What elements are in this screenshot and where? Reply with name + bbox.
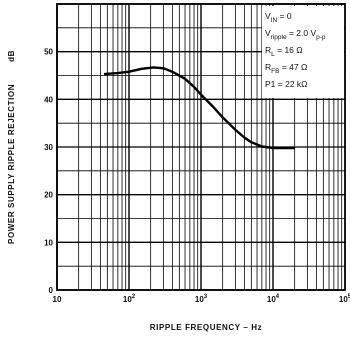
x-tick-label: 105 xyxy=(339,294,350,304)
y-tick-label: 10 xyxy=(44,238,53,247)
condition-line: RL = 16 Ω xyxy=(265,45,303,58)
x-axis-label: RIPPLE FREQUENCY – Hz xyxy=(150,323,262,332)
y-tick-label: 40 xyxy=(44,95,53,104)
series-layer xyxy=(103,66,295,150)
x-tick-label: 10 xyxy=(53,295,62,304)
x-tick-label: 104 xyxy=(267,294,280,304)
condition-line: P1 = 22 kΩ xyxy=(265,79,308,89)
y-tick-labels: 0 10 20 30 40 50 xyxy=(44,48,53,295)
condition-line: VIN = 0 xyxy=(265,11,292,24)
condition-line: Vripple = 2.0 Vp-p xyxy=(265,28,326,41)
conditions-legend: VIN = 0 Vripple = 2.0 Vp-p RL = 16 Ω RFB = … xyxy=(265,11,326,89)
condition-line: RFB = 47 Ω xyxy=(265,62,307,75)
plot-frame xyxy=(56,3,346,291)
conditions-box-background xyxy=(262,6,344,98)
x-tick-label: 103 xyxy=(195,294,208,304)
y-tick-label: 20 xyxy=(44,191,53,200)
y-axis-label: POWER SUPPLY RIPPLE REJECTIONdB xyxy=(7,50,16,244)
y-tick-label: 30 xyxy=(44,143,53,152)
series-line xyxy=(103,66,295,150)
y-tick-label: 0 xyxy=(49,286,54,295)
x-tick-label: 102 xyxy=(123,294,136,304)
x-tick-labels: 10 102 103 104 105 xyxy=(53,294,350,304)
y-tick-label: 50 xyxy=(44,48,53,57)
